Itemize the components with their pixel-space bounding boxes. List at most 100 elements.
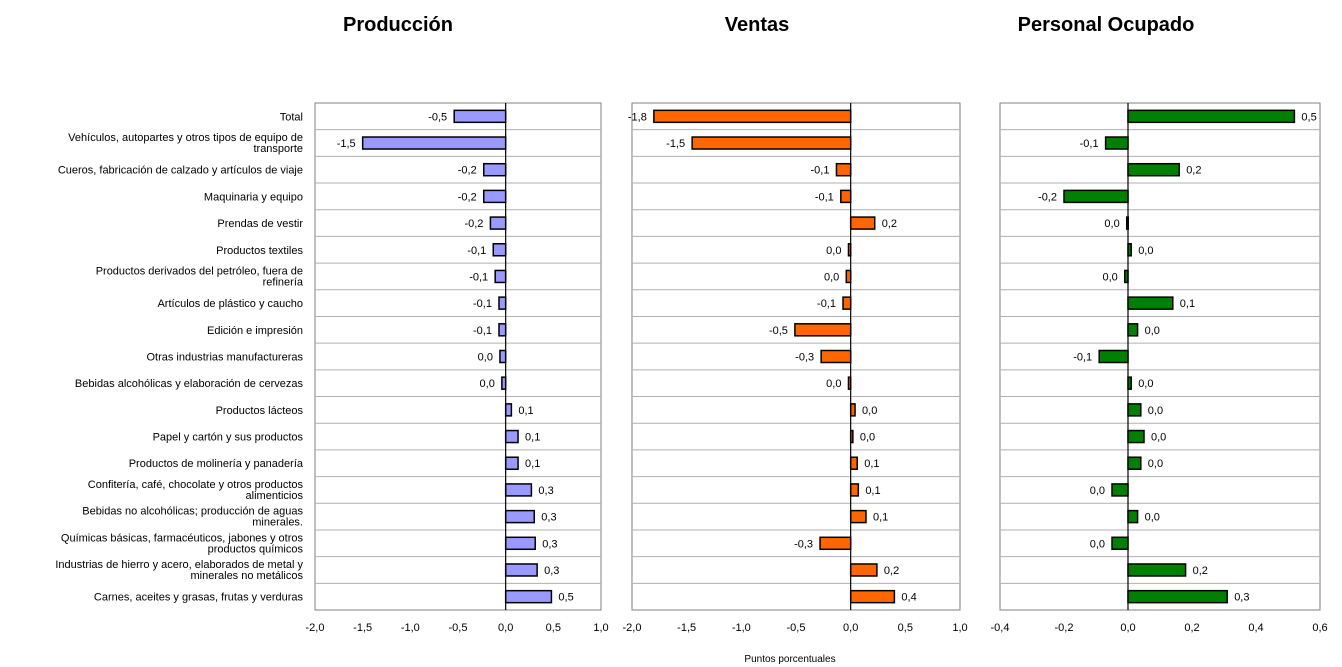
panel-title-personal-ocupado: Personal Ocupado <box>1018 14 1195 36</box>
data-label: 0,0 <box>862 405 877 417</box>
panel-title-producción: Producción <box>343 14 453 36</box>
data-label: -0,2 <box>458 165 477 177</box>
data-label: 0,0 <box>1090 485 1105 497</box>
data-label: 0,0 <box>1151 432 1166 444</box>
data-label: 0,0 <box>480 378 495 390</box>
data-label: 0,0 <box>478 352 493 364</box>
bar <box>504 509 536 524</box>
bar <box>845 269 852 284</box>
x-tick-label: -2,0 <box>306 622 325 634</box>
x-tick-label: 0,5 <box>898 622 913 634</box>
x-tick-label: -1,5 <box>353 622 372 634</box>
data-label: 0,0 <box>1138 245 1153 257</box>
category-label: Industrias de hierro y acero, elaborados… <box>55 559 303 582</box>
bar <box>1111 483 1129 497</box>
data-label: 0,0 <box>860 432 875 444</box>
data-label: 0,3 <box>1234 592 1249 604</box>
bar <box>482 162 507 177</box>
x-tick-label: 0,5 <box>546 622 561 634</box>
data-label: -0,2 <box>458 191 477 203</box>
bar <box>1127 109 1296 124</box>
plot-frame <box>999 102 1321 611</box>
bar <box>361 136 507 150</box>
bar <box>504 403 513 417</box>
data-label: -0,5 <box>428 111 447 123</box>
bar <box>849 403 856 417</box>
category-label: Maquinaria y equipo <box>204 191 303 203</box>
bar <box>504 429 519 444</box>
bar <box>498 323 507 337</box>
data-label: 0,5 <box>558 592 573 604</box>
x-axis-title: Puntos porcentuales <box>744 654 835 665</box>
data-label: 0,4 <box>901 592 916 604</box>
data-label: 0,0 <box>1145 325 1160 337</box>
bar <box>453 109 507 124</box>
bar <box>494 269 507 284</box>
bar <box>1127 162 1180 177</box>
category-label: Artículos de plástico y caucho <box>157 298 303 310</box>
bar <box>840 189 852 204</box>
bar <box>691 136 852 150</box>
bar <box>1104 136 1129 150</box>
plot-frame <box>631 102 961 611</box>
data-label: -1,5 <box>666 138 685 150</box>
x-tick-label: 0,4 <box>1248 622 1263 634</box>
bar <box>835 162 852 177</box>
data-label: -0,5 <box>769 325 788 337</box>
x-tick-label: 0,0 <box>843 622 858 634</box>
bar <box>849 563 878 577</box>
data-label: 0,0 <box>824 271 839 283</box>
data-label: -0,3 <box>795 352 814 364</box>
data-label: -0,1 <box>473 298 492 310</box>
bar <box>1127 563 1187 577</box>
category-label: Químicas básicas, farmacéuticos, jabones… <box>61 532 304 555</box>
x-tick-label: -0,2 <box>1055 622 1074 634</box>
data-label: 0,0 <box>1138 378 1153 390</box>
category-label: Confitería, café, chocolate y otros prod… <box>88 479 304 502</box>
x-tick-label: 0,2 <box>1184 622 1199 634</box>
x-tick-label: -0,5 <box>787 622 806 634</box>
bar <box>820 349 852 364</box>
bar <box>504 456 519 470</box>
x-tick-label: -2,0 <box>623 622 642 634</box>
bar <box>1127 509 1139 524</box>
data-label: 0,0 <box>1148 458 1163 470</box>
bar <box>504 536 536 551</box>
data-label: 0,3 <box>544 565 559 577</box>
category-label: Total <box>280 111 303 123</box>
data-label: -0,1 <box>469 271 488 283</box>
bar <box>1127 429 1145 444</box>
data-label: 0,1 <box>864 458 879 470</box>
x-tick-label: -1,0 <box>732 622 751 634</box>
x-tick-label: 0,0 <box>498 622 513 634</box>
bar <box>504 483 533 497</box>
data-label: 0,2 <box>884 565 899 577</box>
bar <box>819 536 852 551</box>
category-label: Edición e impresión <box>207 325 303 337</box>
data-label: -0,2 <box>464 218 483 230</box>
bar <box>1127 589 1228 604</box>
x-tick-label: 0,6 <box>1312 622 1327 634</box>
data-label: 0,0 <box>826 245 841 257</box>
category-label: Cueros, fabricación de calzado y artícul… <box>58 165 303 177</box>
data-label: 0,1 <box>525 458 540 470</box>
x-tick-label: 1,0 <box>593 622 608 634</box>
data-label: 0,2 <box>1186 165 1201 177</box>
bar <box>1127 296 1174 310</box>
plot-frame <box>314 102 602 611</box>
data-label: 0,0 <box>1090 538 1105 550</box>
category-label: Vehículos, autopartes y otros tipos de e… <box>68 132 303 155</box>
bar <box>1111 536 1129 551</box>
data-label: 0,0 <box>826 378 841 390</box>
data-label: -0,1 <box>467 245 486 257</box>
data-label: -1,8 <box>628 111 647 123</box>
category-label: Productos lácteos <box>216 405 304 417</box>
x-tick-label: -0,4 <box>991 622 1010 634</box>
data-label: 0,2 <box>882 218 897 230</box>
data-label: -0,3 <box>794 538 813 550</box>
bar <box>489 216 507 230</box>
bar <box>849 216 876 230</box>
bar <box>1127 323 1139 337</box>
data-label: 0,5 <box>1301 111 1316 123</box>
